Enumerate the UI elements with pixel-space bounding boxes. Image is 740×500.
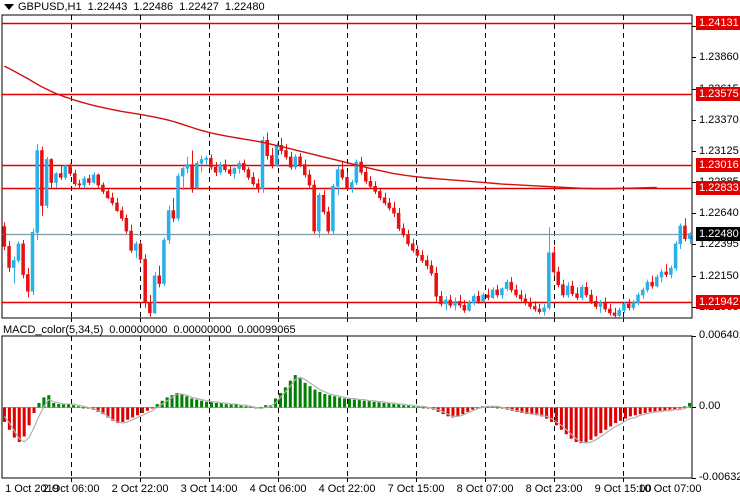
time-tick-label: 10 Oct 07:00	[638, 483, 702, 495]
triangle-down-icon[interactable]	[4, 4, 14, 11]
price-level-label[interactable]: 1.22833	[696, 181, 740, 196]
price-tick-label: 1.23860	[699, 51, 739, 64]
symbol-timeframe-label: GBPUSD,H1	[18, 1, 82, 13]
open-value: 1.22443	[87, 1, 128, 13]
price-level-label[interactable]: 1.21942	[696, 295, 740, 310]
macd-value-2: 0.00000000	[173, 324, 232, 336]
last-price-label[interactable]: 1.22480	[696, 226, 740, 241]
low-value: 1.22427	[179, 1, 219, 13]
price-tick-label: 1.22640	[699, 207, 739, 220]
time-tick-label: 4 Oct 22:00	[318, 483, 376, 495]
macd-tick-label: 0.0064015	[699, 329, 740, 341]
price-level-label[interactable]: 1.23575	[696, 86, 740, 101]
time-tick-label: 8 Oct 23:00	[525, 483, 583, 495]
time-tick-label: 4 Oct 06:00	[249, 483, 307, 495]
macd-tick-label: 0.00	[699, 400, 721, 413]
price-level-label[interactable]: 1.24131	[696, 15, 740, 30]
time-tick-label: 1 Oct 2019	[5, 483, 59, 495]
time-tick-label: 9 Oct 15:00	[594, 483, 652, 495]
price-level-label[interactable]: 1.23016	[696, 158, 740, 173]
macd-tick-label: -0.006324	[699, 471, 740, 483]
time-tick-label: 3 Oct 14:00	[180, 483, 238, 495]
macd-value-1: 0.00000000	[109, 324, 168, 336]
time-tick-label: 7 Oct 15:00	[387, 483, 445, 495]
price-tick-label: 1.22395	[699, 238, 739, 251]
macd-name-label: MACD_color(5,34,5)	[3, 324, 104, 336]
price-tick-label: 1.23125	[699, 145, 739, 158]
close-value: 1.22480	[224, 1, 265, 13]
price-tick-label: 1.23370	[699, 113, 739, 126]
macd-header: MACD_color(5,34,5) 0.00000000 0.00000000 0.…	[3, 324, 296, 337]
high-value: 1.22486	[133, 1, 174, 13]
price-tick-label: 1.22150	[699, 269, 739, 282]
chart-header: GBPUSD,H1 1.22443 1.22486 1.22427 1.22480	[4, 0, 265, 15]
time-tick-label: 8 Oct 07:00	[456, 483, 514, 495]
time-tick-label: 2 Oct 22:00	[111, 483, 169, 495]
macd-value-3: 0.00099065	[237, 324, 296, 336]
time-tick-label: 2 Oct 06:00	[42, 483, 100, 495]
